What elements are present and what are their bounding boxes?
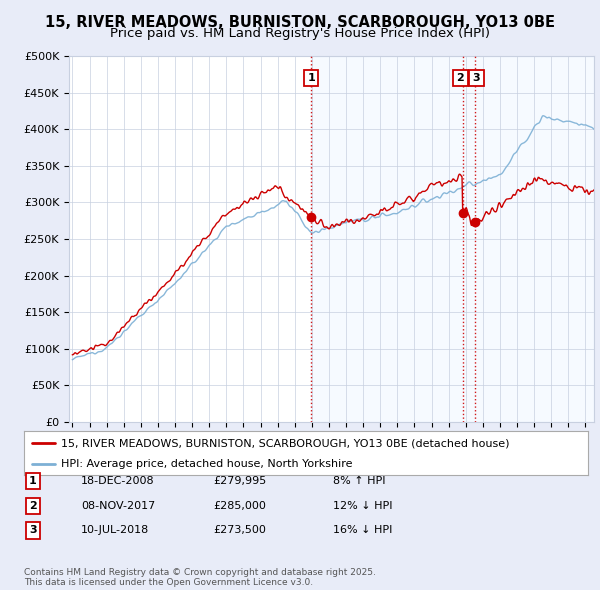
Text: 12% ↓ HPI: 12% ↓ HPI xyxy=(333,501,392,510)
Text: 3: 3 xyxy=(473,73,481,83)
Text: 1: 1 xyxy=(307,73,315,83)
Text: 15, RIVER MEADOWS, BURNISTON, SCARBOROUGH, YO13 0BE: 15, RIVER MEADOWS, BURNISTON, SCARBOROUG… xyxy=(45,15,555,30)
Text: HPI: Average price, detached house, North Yorkshire: HPI: Average price, detached house, Nort… xyxy=(61,459,352,469)
Text: 18-DEC-2008: 18-DEC-2008 xyxy=(81,476,155,486)
Text: 2: 2 xyxy=(457,73,464,83)
Text: 3: 3 xyxy=(29,526,37,535)
Bar xyxy=(311,56,594,422)
Text: 16% ↓ HPI: 16% ↓ HPI xyxy=(333,526,392,535)
Text: 2: 2 xyxy=(29,501,37,510)
Text: £273,500: £273,500 xyxy=(213,526,266,535)
Text: 15, RIVER MEADOWS, BURNISTON, SCARBOROUGH, YO13 0BE (detached house): 15, RIVER MEADOWS, BURNISTON, SCARBOROUG… xyxy=(61,438,509,448)
Text: 1: 1 xyxy=(29,476,37,486)
Text: 8% ↑ HPI: 8% ↑ HPI xyxy=(333,476,386,486)
Text: 10-JUL-2018: 10-JUL-2018 xyxy=(81,526,149,535)
Text: £285,000: £285,000 xyxy=(213,501,266,510)
Text: £279,995: £279,995 xyxy=(213,476,266,486)
Text: 08-NOV-2017: 08-NOV-2017 xyxy=(81,501,155,510)
Text: Price paid vs. HM Land Registry's House Price Index (HPI): Price paid vs. HM Land Registry's House … xyxy=(110,27,490,40)
Text: Contains HM Land Registry data © Crown copyright and database right 2025.
This d: Contains HM Land Registry data © Crown c… xyxy=(24,568,376,587)
